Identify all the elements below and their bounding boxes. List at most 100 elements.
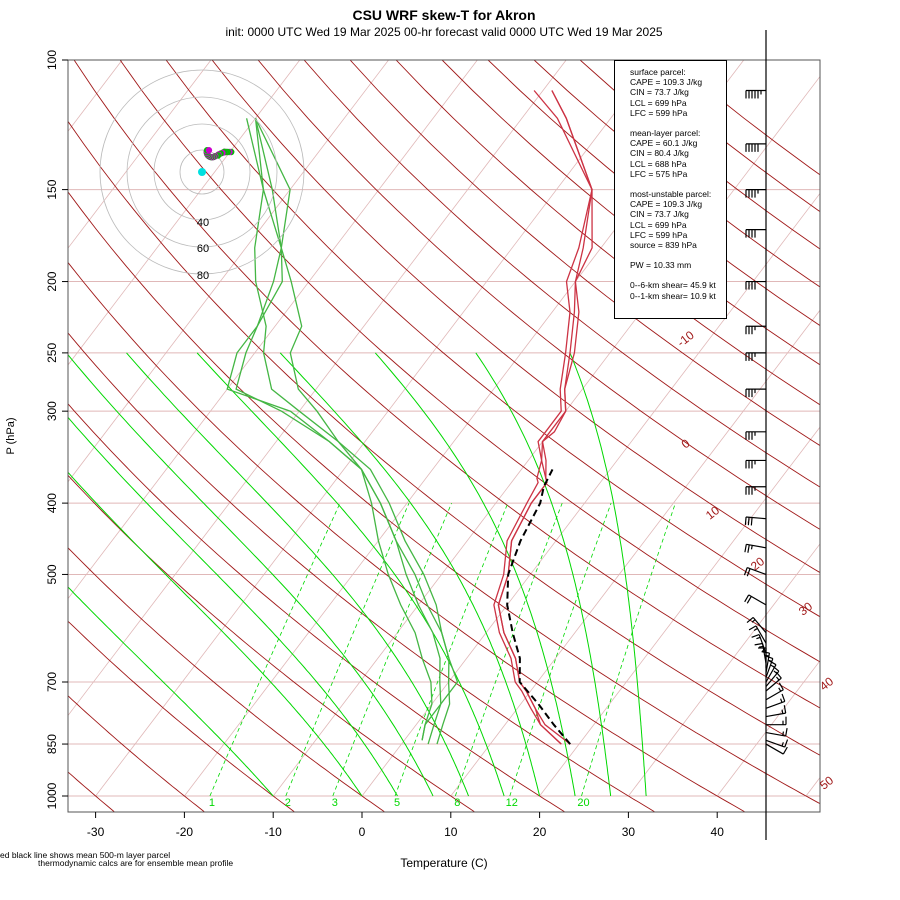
hodograph-ring [99,69,305,275]
wind-barb [765,739,789,748]
wind-barb-half [759,645,764,648]
wind-barb-flag [778,682,784,691]
mixing-ratio-line [394,502,509,797]
wind-barb-flag [746,596,752,604]
mean-layer-header: mean-layer parcel: [630,128,701,139]
mean-layer-cape: CAPE = 60.1 J/kg [630,138,698,149]
wind-barb-staff [747,567,767,576]
wind-barb-flag [765,655,774,660]
wind-barb [744,594,767,606]
y-tick-label: 300 [45,401,59,421]
mixing-ratio-label: 2 [285,797,291,809]
moist-adiabat [475,352,612,797]
wind-barb-half [775,676,780,681]
x-tick-label: 30 [622,825,636,839]
temperature-line [497,90,593,745]
most-unstable-header: most-unstable parcel: [630,189,712,200]
dewpoint-line [235,118,433,741]
wind-barb-half [751,619,756,623]
dry-adiabat [68,403,565,812]
isotherm-line [716,660,820,797]
dry-adiabat [395,60,820,406]
shear-0-6km: 0--6-km shear= 45.9 kt [630,280,716,291]
x-tick-label: 40 [711,825,725,839]
wind-barb [765,682,784,701]
most-unstable-source: source = 839 hPa [630,240,697,251]
dry-adiabat [303,60,820,488]
wind-barb-staff [755,625,767,644]
wind-barb-flag [746,616,754,624]
wind-barb-staff [765,652,771,673]
isotherm-line [895,60,900,796]
wind-barb-flag [744,516,747,525]
wind-barb-flag [781,693,786,702]
dry-adiabat [68,620,295,812]
isotherm-label: 20 [748,554,767,573]
isotherm-line [628,543,820,797]
wind-barb [744,516,767,526]
wind-barb [765,705,787,718]
wind-barb-flag [744,594,750,603]
wind-barb [745,431,766,440]
isotherm-line [68,60,567,717]
isotherm-label: 0 [679,436,693,451]
wind-barb [765,693,786,709]
isotherm-line [68,60,212,249]
dry-adiabat [119,60,820,663]
wind-barb-half [781,742,784,747]
storm-motion-marker [198,168,206,176]
wind-barb-half [780,698,783,703]
temperature-line [497,90,593,745]
mixing-ratio-line [581,502,676,797]
mean-layer-lcl: LCL = 688 hPa [630,158,687,169]
wind-barb [745,325,766,335]
hodograph-point [205,147,213,154]
isotherm-label: 30 [796,599,815,618]
chart-title: CSU WRF skew-T for Akron [352,7,536,23]
wind-barb-flag [746,568,751,577]
x-tick-label: 10 [444,825,458,839]
hodograph-ring-label: 40 [197,217,209,229]
y-tick-label: 400 [45,493,59,513]
dry-adiabat [349,60,820,447]
mixing-ratio-label: 12 [506,797,518,809]
wind-barb [745,459,766,469]
wind-barb-flag [747,517,750,526]
parcel-note: ed black line shows mean 500-m layer par… [0,850,171,860]
wind-barb-staff [746,543,767,549]
wind-barb-half [778,687,782,692]
mixing-ratio-line [209,502,341,797]
dry-adiabat [165,60,820,618]
moist-adiabat [279,352,541,797]
wind-barb-flag [748,625,757,631]
wind-barb [745,352,766,361]
wind-barb [765,671,782,692]
mean-layer-cin: CIN = 80.4 J/kg [630,148,689,159]
wind-barb-flag [747,544,750,553]
wind-barb [758,647,767,668]
wind-barb-staff [765,689,784,701]
x-axis-label: Temperature (C) [400,856,487,870]
dry-adiabat [257,60,820,530]
mixing-ratio-label: 1 [209,797,215,809]
isotherm-line [68,60,123,132]
dry-adiabat [73,60,820,709]
wind-barb-half [750,545,753,550]
mixing-ratio-label: 20 [577,797,589,809]
wind-barb-staff [765,739,785,748]
moist-adiabat [68,471,363,797]
dry-adiabat [68,191,820,805]
wind-barb [745,388,766,398]
x-tick-label: -20 [176,825,194,839]
wind-barb-flag [772,665,780,672]
wind-barb [746,616,767,634]
isotherm-label: 10 [703,503,722,522]
mixing-ratio-label: 8 [454,797,460,809]
moist-adiabat [196,352,505,797]
wind-barb-flag [782,746,788,755]
precipitable-water: PW = 10.33 mm [630,260,692,271]
moist-adiabat [126,352,470,797]
mixing-ratio-line [332,502,452,797]
y-tick-label: 250 [45,343,59,363]
